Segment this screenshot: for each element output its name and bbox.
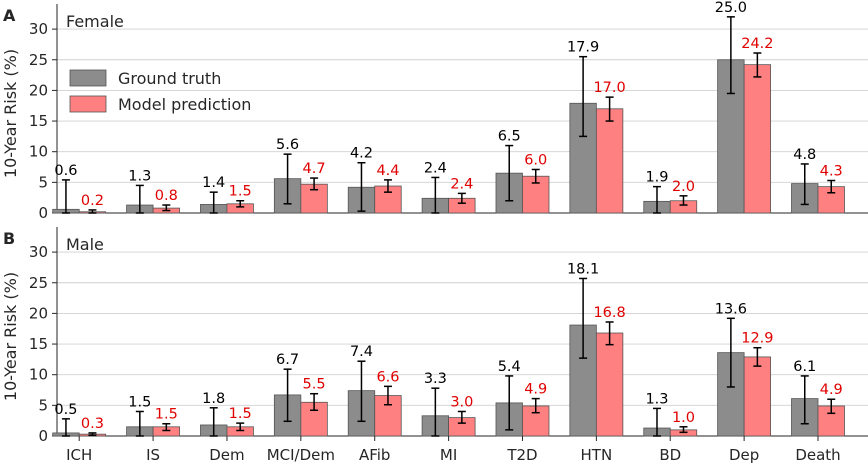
panel-a-data-label-ground-truth: 17.9: [567, 40, 599, 56]
panel-a-ytick-label: 0: [38, 204, 48, 222]
panel-a-letter: A: [3, 6, 16, 25]
panel-a-data-label-ground-truth: 1.9: [645, 170, 668, 186]
panel-a-data-label-ground-truth: 4.2: [350, 146, 373, 162]
panel-b-data-label-ground-truth: 18.1: [567, 261, 599, 277]
panel-a-ytick-label: 5: [38, 173, 48, 191]
panel-a-ytick-label: 10: [29, 143, 48, 161]
panel-b-letter: B: [3, 229, 15, 248]
panel-b-data-label-model-prediction: 12.9: [741, 331, 773, 347]
panel-a-bar-model-prediction: [817, 186, 845, 214]
panel-a-data-label-ground-truth: 4.8: [793, 147, 816, 163]
panel-b-xtick-label: BD: [659, 446, 681, 464]
panel-a-data-label-ground-truth: 5.6: [276, 137, 299, 153]
panel-a-ytick-label: 20: [29, 81, 48, 99]
panel-a-data-label-model-prediction: 0.8: [155, 188, 178, 204]
panel-a-data-label-ground-truth: 25.0: [715, 0, 747, 16]
panel-b-data-label-model-prediction: 1.5: [155, 407, 178, 423]
panel-b-data-label-ground-truth: 6.1: [793, 359, 816, 375]
panel-b-y-axis-label: 10-Year Risk (%): [1, 272, 20, 401]
panel-a-data-label-model-prediction: 4.4: [376, 163, 399, 179]
panel-b-data-label-model-prediction: 1.5: [229, 406, 252, 422]
panel-a-data-label-model-prediction: 2.0: [672, 179, 695, 195]
panel-a-data-label-model-prediction: 2.4: [450, 176, 473, 192]
panel-a-data-label-ground-truth: 1.4: [202, 175, 225, 191]
panel-a-data-label-ground-truth: 2.4: [424, 160, 447, 176]
panel-b-xtick-label: HTN: [581, 446, 613, 464]
panel-b-data-label-ground-truth: 1.8: [202, 391, 225, 407]
panel-b-xtick-label: AFib: [359, 446, 391, 464]
panel-b-ytick-label: 5: [38, 396, 48, 414]
panel-a-title: Female: [66, 12, 124, 31]
panel-a-data-label-model-prediction: 17.0: [593, 80, 625, 96]
panel-b-xtick-label: T2D: [506, 446, 537, 464]
panel-b-data-label-model-prediction: 4.9: [820, 382, 843, 398]
panel-b-data-label-model-prediction: 4.9: [524, 382, 547, 398]
panel-b-data-label-ground-truth: 0.5: [54, 402, 77, 418]
panel-b-data-label-model-prediction: 3.0: [450, 394, 473, 410]
legend-swatch-ground-truth: [69, 69, 107, 87]
panel-b-ytick-label: 10: [29, 366, 48, 384]
panel-b-xtick-label: MI: [440, 446, 457, 464]
panel-b-title: Male: [66, 235, 104, 254]
panel-b-data-label-ground-truth: 1.5: [128, 394, 151, 410]
panel-b-xtick-label: Dem: [209, 446, 244, 464]
panel-b-data-label-ground-truth: 3.3: [424, 371, 447, 387]
panel-b-xtick-label: MCI/Dem: [267, 446, 335, 464]
panel-b-xtick-label: ICH: [66, 446, 92, 464]
panel-b-ytick-label: 25: [29, 274, 48, 292]
panel-b-data-label-model-prediction: 5.5: [303, 377, 326, 393]
legend-label-ground-truth: Ground truth: [118, 69, 221, 88]
panel-a-bar-model-prediction: [595, 108, 624, 214]
panel-b-ytick-label: 30: [29, 243, 48, 261]
panel-b-data-label-ground-truth: 6.7: [276, 352, 299, 368]
panel-a-data-label-model-prediction: 1.5: [229, 184, 252, 200]
panel-b-data-label-model-prediction: 1.0: [672, 410, 695, 426]
panel-a-data-label-model-prediction: 6.0: [524, 152, 547, 168]
panel-b-xtick-label: Death: [795, 446, 840, 464]
panel-b-data-label-ground-truth: 5.4: [498, 359, 521, 375]
panel-a-data-label-ground-truth: 0.6: [54, 163, 77, 179]
panel-a-ytick-label: 25: [29, 51, 48, 69]
panel-a-bar-model-prediction: [743, 64, 772, 214]
panel-b-ytick-label: 15: [29, 335, 48, 353]
panel-b-data-label-ground-truth: 1.3: [645, 391, 668, 407]
panel-b-data-label-model-prediction: 6.6: [376, 369, 399, 385]
panel-b-bar-model-prediction: [743, 356, 772, 437]
panel-a-data-label-ground-truth: 1.3: [128, 168, 151, 184]
panel-a-data-label-model-prediction: 24.2: [741, 36, 773, 52]
panel-a-y-axis-label: 10-Year Risk (%): [1, 49, 20, 178]
panel-b-ytick-label: 20: [29, 304, 48, 322]
panel-a-data-label-model-prediction: 0.2: [81, 193, 104, 209]
panel-b-data-label-model-prediction: 0.3: [81, 416, 104, 432]
panel-b-xtick-label: Dep: [729, 446, 759, 464]
panel-b-data-label-ground-truth: 13.6: [715, 301, 747, 317]
panel-a-data-label-model-prediction: 4.7: [303, 161, 326, 177]
panel-b-data-label-ground-truth: 7.4: [350, 344, 373, 360]
panel-a-data-label-model-prediction: 4.3: [820, 164, 843, 180]
panel-b-xtick-label: IS: [146, 446, 160, 464]
legend-label-model-prediction: Model prediction: [118, 95, 251, 114]
panel-a-ytick-label: 30: [29, 20, 48, 38]
panel-b-data-label-model-prediction: 16.8: [593, 305, 625, 321]
legend-swatch-model-prediction: [69, 95, 107, 113]
panel-a-ytick-label: 15: [29, 112, 48, 130]
panel-b-bar-model-prediction: [595, 332, 624, 437]
panel-a-data-label-ground-truth: 6.5: [498, 129, 521, 145]
panel-b-ytick-label: 0: [38, 427, 48, 445]
